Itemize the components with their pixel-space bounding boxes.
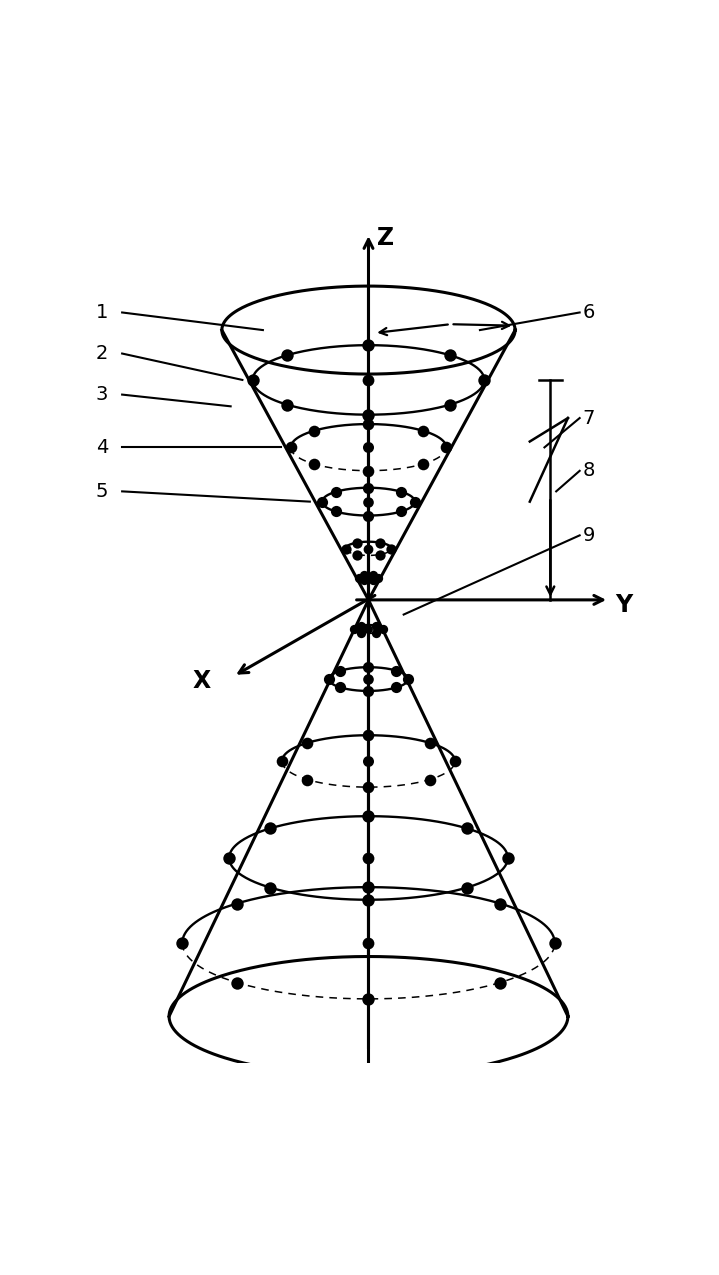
Point [264, 877, 275, 898]
Point [374, 533, 385, 553]
Point [367, 570, 379, 590]
Point [308, 454, 319, 474]
Point [224, 848, 235, 868]
Text: Z: Z [377, 226, 395, 250]
Point [395, 501, 407, 521]
Point [441, 437, 452, 458]
Point [176, 933, 188, 954]
Text: 3: 3 [96, 385, 108, 404]
Text: 2: 2 [96, 344, 108, 363]
Point [367, 565, 379, 585]
Point [418, 421, 429, 441]
Point [316, 491, 328, 511]
Point [362, 491, 374, 511]
Text: 7: 7 [582, 408, 595, 427]
Point [362, 877, 374, 898]
Point [403, 669, 414, 690]
Point [362, 414, 374, 435]
Point [276, 751, 288, 771]
Text: 9: 9 [582, 525, 595, 544]
Point [362, 988, 374, 1009]
Point [362, 437, 374, 458]
Point [323, 669, 334, 690]
Point [362, 460, 374, 481]
Point [362, 669, 374, 690]
Point [330, 501, 342, 521]
Point [349, 618, 360, 639]
Point [358, 570, 370, 590]
Point [462, 819, 473, 839]
Text: X: X [193, 669, 211, 692]
Point [377, 618, 388, 639]
Point [444, 346, 456, 366]
Point [424, 733, 436, 754]
Point [285, 437, 296, 458]
Point [418, 454, 429, 474]
Point [335, 660, 347, 681]
Point [362, 933, 374, 954]
Point [390, 677, 402, 697]
Point [340, 538, 352, 558]
Point [362, 505, 374, 525]
Point [409, 491, 421, 511]
Point [362, 618, 374, 639]
Point [247, 370, 258, 390]
Text: Y: Y [615, 593, 632, 617]
Point [444, 394, 456, 414]
Point [356, 622, 367, 643]
Point [301, 769, 313, 789]
Point [362, 806, 374, 826]
Point [395, 482, 407, 502]
Point [362, 890, 374, 910]
Text: 1: 1 [96, 303, 108, 323]
Point [281, 346, 293, 366]
Point [362, 751, 374, 771]
Point [370, 616, 381, 636]
Point [549, 933, 561, 954]
Point [362, 370, 374, 390]
Point [362, 478, 374, 499]
Text: 4: 4 [96, 437, 108, 456]
Point [301, 733, 313, 754]
Point [390, 660, 402, 681]
Point [353, 567, 365, 588]
Point [424, 769, 436, 789]
Point [231, 973, 242, 993]
Point [362, 848, 374, 868]
Point [352, 544, 363, 565]
Point [370, 622, 381, 643]
Point [362, 335, 374, 356]
Point [362, 538, 374, 558]
Point [372, 567, 384, 588]
Text: 5: 5 [96, 482, 109, 501]
Point [362, 657, 374, 677]
Point [362, 725, 374, 746]
Point [231, 894, 242, 914]
Point [308, 421, 319, 441]
Point [462, 877, 473, 898]
Point [281, 394, 293, 414]
Point [362, 567, 374, 588]
Point [385, 538, 397, 558]
Text: 8: 8 [582, 462, 595, 481]
Point [362, 681, 374, 701]
Text: 6: 6 [582, 303, 595, 323]
Point [330, 482, 342, 502]
Point [449, 751, 461, 771]
Point [362, 776, 374, 797]
Point [479, 370, 490, 390]
Point [335, 677, 347, 697]
Point [495, 894, 506, 914]
Point [358, 565, 370, 585]
Point [356, 616, 367, 636]
Point [374, 544, 385, 565]
Point [352, 533, 363, 553]
Point [362, 404, 374, 425]
Point [495, 973, 506, 993]
Point [502, 848, 513, 868]
Point [264, 819, 275, 839]
